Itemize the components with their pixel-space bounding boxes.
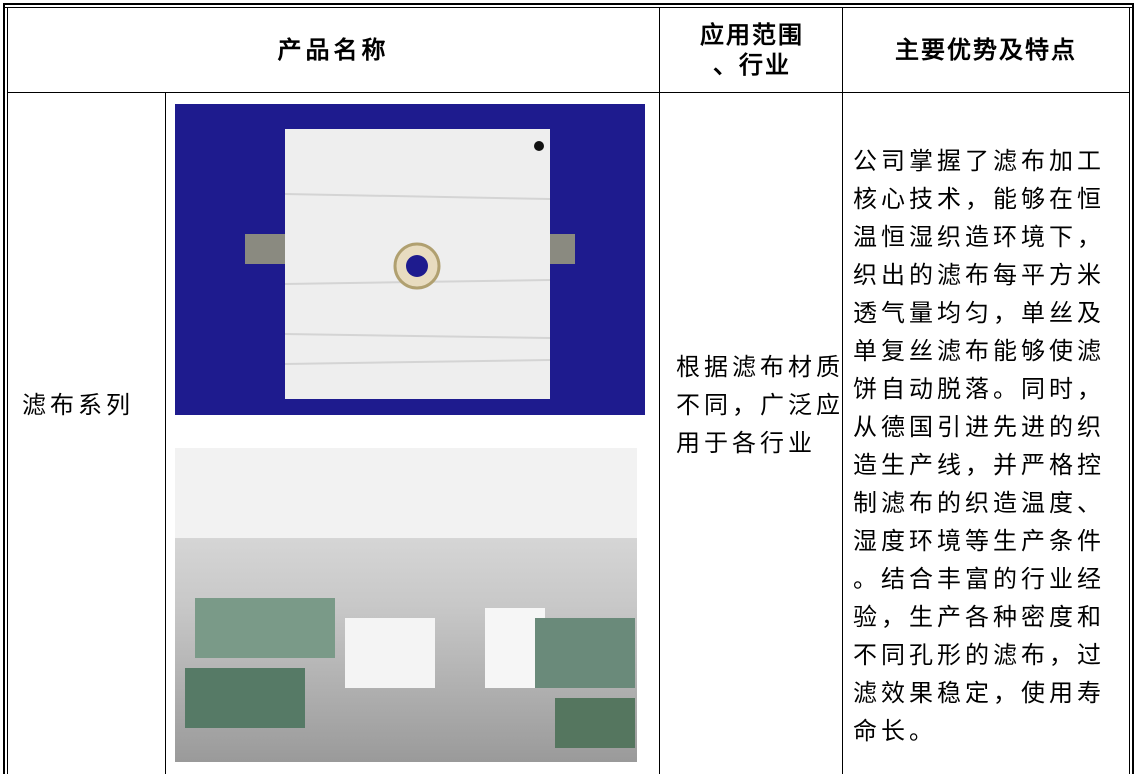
header-cell: 产品名称 — [277, 35, 390, 64]
border — [659, 8, 660, 774]
border — [165, 92, 166, 774]
border — [7, 7, 8, 774]
features: 公司掌握了滤布加工核心技术，能够在恒温恒湿织造环境下，织出的滤布每平方米透气量均… — [853, 147, 1105, 745]
border — [1132, 3, 1134, 774]
category: 滤布系列 — [22, 391, 134, 419]
border — [842, 8, 843, 774]
application: 根据滤布材质不同，广泛应用于各行业 — [676, 353, 844, 457]
border — [3, 7, 1134, 8]
header-cell: 应用范围、行业 — [700, 20, 804, 79]
border — [3, 3, 5, 774]
border — [3, 3, 1134, 5]
header-cell: 主要优势及特点 — [895, 35, 1077, 64]
border — [1129, 7, 1130, 774]
factory-image — [175, 448, 637, 762]
border — [8, 92, 1129, 93]
filter-cloth-image — [175, 104, 645, 415]
